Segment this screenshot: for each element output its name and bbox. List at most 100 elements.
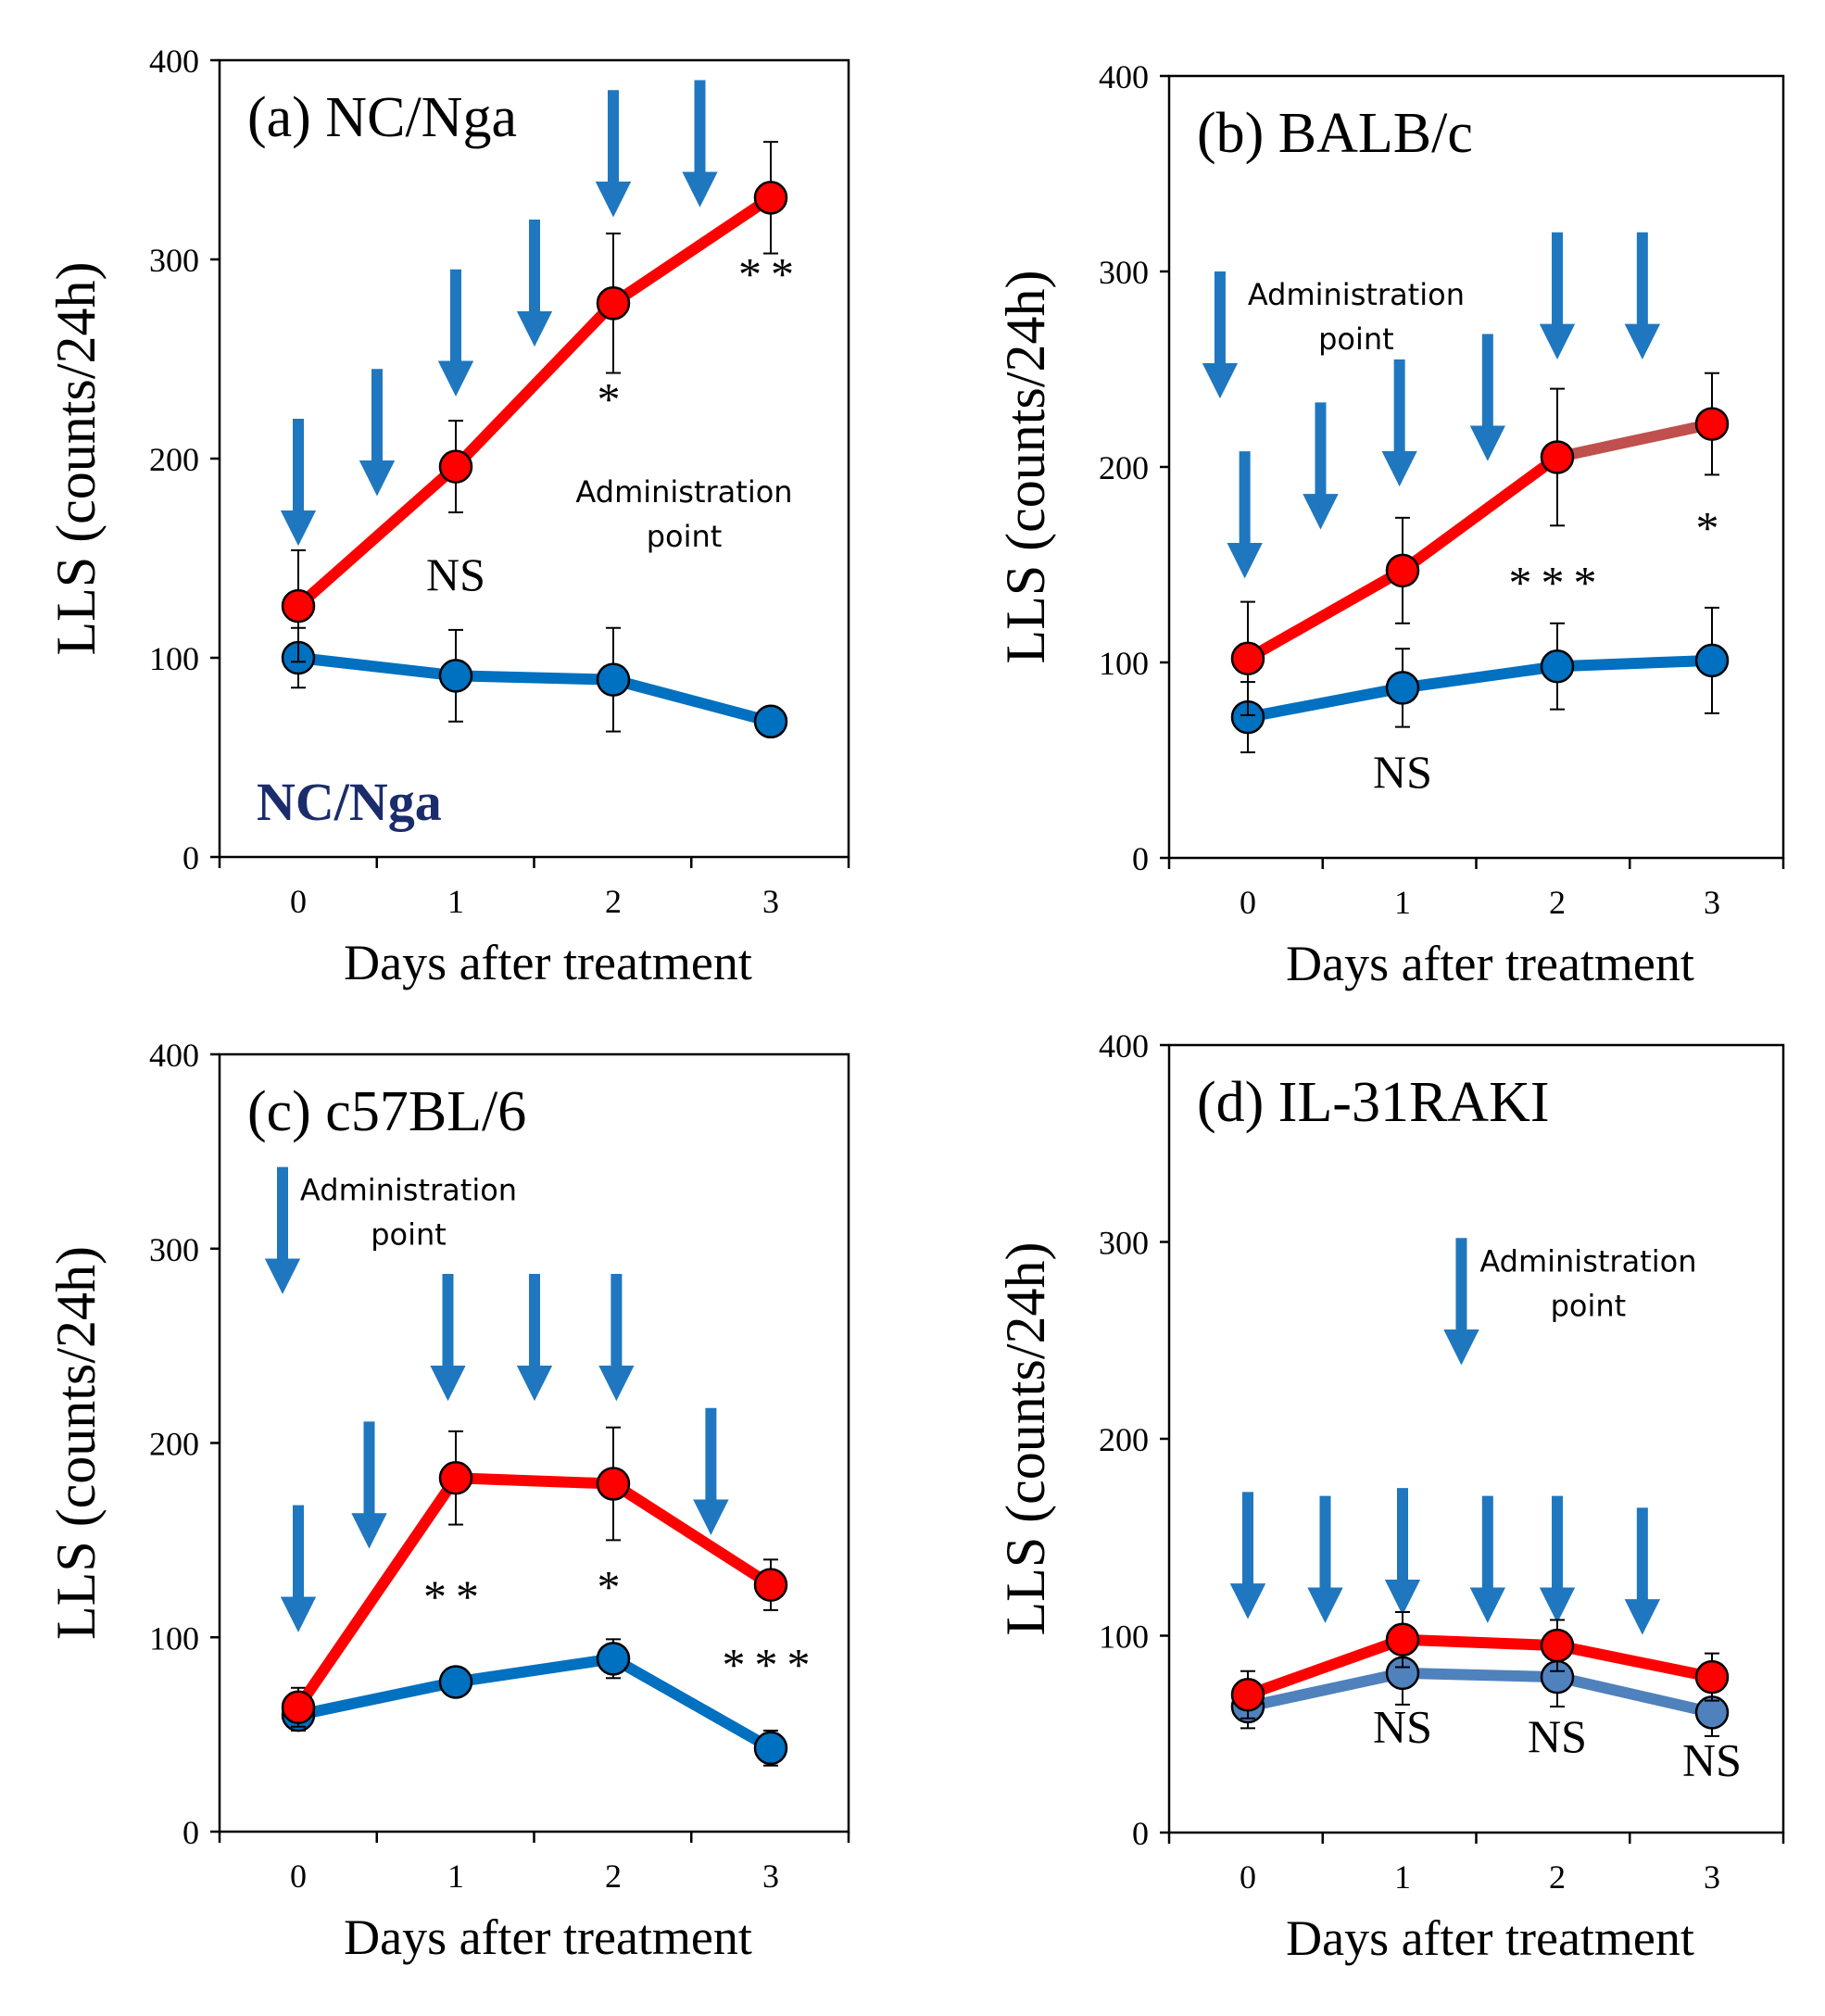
y-tick-label: 200 bbox=[1099, 449, 1149, 486]
y-tick-label: 0 bbox=[182, 839, 199, 876]
series-line-segment bbox=[1552, 1671, 1718, 1719]
series-line-segment bbox=[608, 192, 776, 309]
series-red bbox=[1230, 1611, 1730, 1720]
data-point bbox=[753, 704, 788, 739]
y-tick-label: 300 bbox=[1099, 254, 1149, 291]
significance-label: NS bbox=[426, 548, 485, 600]
data-point bbox=[1540, 649, 1575, 684]
data-point bbox=[281, 1690, 316, 1725]
series-blue bbox=[281, 626, 788, 739]
y-axis-label: LLS (counts/24h) bbox=[45, 1246, 107, 1640]
data-point bbox=[438, 1461, 473, 1495]
y-tick-label: 0 bbox=[182, 1814, 199, 1851]
data-point bbox=[753, 1568, 788, 1602]
y-tick-label: 100 bbox=[1099, 1619, 1149, 1656]
series-red bbox=[281, 141, 788, 663]
series-red bbox=[281, 1426, 788, 1728]
data-point bbox=[1694, 643, 1730, 678]
data-point bbox=[1540, 1628, 1575, 1663]
legend-label: Administration bbox=[1479, 1243, 1696, 1279]
y-tick-label: 400 bbox=[149, 43, 199, 80]
series-line-segment bbox=[293, 1472, 461, 1713]
panel-title: (b) BALB/c bbox=[1197, 102, 1473, 165]
panel-b: 0 100 200 300 400 0 1 2 3 Days after treatment LLS… bbox=[995, 58, 1785, 991]
data-point bbox=[596, 1467, 631, 1501]
x-axis-label: Days after treatment bbox=[344, 935, 752, 990]
x-tick-label: 1 bbox=[1394, 884, 1411, 921]
significance-label: NS bbox=[1373, 1700, 1432, 1752]
y-tick-label: 300 bbox=[149, 1231, 199, 1268]
x-axis-label: Days after treatment bbox=[1286, 936, 1694, 991]
data-point bbox=[753, 1731, 788, 1766]
significance-label: * bbox=[598, 373, 630, 425]
series-line-segment bbox=[450, 670, 619, 686]
panel-c: 0 100 200 300 400 0 1 2 3 Days after treatment LLS… bbox=[45, 1037, 850, 1965]
y-tick-label: 200 bbox=[149, 441, 199, 478]
series-line-segment bbox=[1242, 1633, 1408, 1701]
data-point bbox=[438, 449, 473, 484]
data-point bbox=[596, 286, 631, 321]
legend-label: point bbox=[647, 519, 723, 554]
y-tick-label: 400 bbox=[1099, 1027, 1149, 1065]
x-tick-label: 2 bbox=[605, 883, 622, 920]
x-tick-label: 3 bbox=[762, 883, 779, 920]
data-point bbox=[1385, 553, 1420, 588]
x-tick-label: 0 bbox=[1240, 884, 1256, 921]
series-line-segment bbox=[1552, 1640, 1718, 1683]
legend-label: Administration bbox=[1248, 277, 1465, 312]
data-point bbox=[1385, 1622, 1420, 1657]
y-tick-label: 100 bbox=[149, 1619, 199, 1657]
series-line-segment bbox=[1552, 418, 1718, 463]
series-line-segment bbox=[293, 460, 461, 612]
x-tick-label: 0 bbox=[1240, 1858, 1256, 1896]
y-tick-label: 400 bbox=[149, 1037, 199, 1074]
data-point bbox=[438, 1665, 473, 1699]
series-line-segment bbox=[1552, 654, 1718, 673]
series-line-segment bbox=[1397, 1633, 1563, 1652]
data-point bbox=[596, 1642, 631, 1676]
series-blue bbox=[1230, 1640, 1730, 1737]
data-point bbox=[1540, 440, 1575, 474]
data-point bbox=[438, 659, 473, 693]
x-axis-label: Days after treatment bbox=[1286, 1910, 1694, 1966]
x-tick-label: 2 bbox=[1549, 884, 1566, 921]
significance-label: ** bbox=[738, 247, 803, 299]
series-line-segment bbox=[1242, 564, 1408, 664]
plot-frame bbox=[218, 58, 850, 859]
legend-label: point bbox=[371, 1217, 447, 1253]
strain-label: NC/Nga bbox=[257, 772, 442, 832]
data-point bbox=[596, 662, 631, 697]
x-axis-label: Days after treatment bbox=[344, 1909, 752, 1965]
legend-label: Administration bbox=[300, 1173, 517, 1208]
x-tick-label: 2 bbox=[605, 1858, 622, 1895]
series-blue bbox=[1230, 606, 1730, 754]
series-line-segment bbox=[608, 1653, 776, 1754]
x-tick-label: 1 bbox=[447, 883, 464, 920]
panel-title: (d) IL-31RAKI bbox=[1197, 1071, 1550, 1134]
data-point bbox=[753, 181, 788, 215]
y-tick-label: 200 bbox=[149, 1426, 199, 1463]
series-line-segment bbox=[1397, 451, 1563, 576]
data-point bbox=[1694, 1659, 1730, 1695]
significance-label: ** bbox=[423, 1570, 488, 1622]
data-point bbox=[1230, 641, 1265, 676]
panel-title: (c) c57BL/6 bbox=[247, 1080, 526, 1143]
series-line-segment bbox=[608, 674, 776, 727]
y-tick-label: 300 bbox=[149, 242, 199, 279]
data-point bbox=[1694, 407, 1730, 441]
y-axis-label: LLS (counts/24h) bbox=[995, 1242, 1056, 1636]
y-tick-label: 400 bbox=[1099, 58, 1149, 95]
data-point bbox=[281, 588, 316, 624]
series-red bbox=[1230, 372, 1730, 716]
series-line-segment bbox=[1242, 682, 1408, 724]
series-line-segment bbox=[450, 1653, 619, 1688]
x-tick-label: 1 bbox=[447, 1858, 464, 1895]
series-blue bbox=[281, 1638, 788, 1767]
series-line-segment bbox=[1397, 661, 1563, 694]
significance-label: NS bbox=[1528, 1710, 1587, 1762]
x-tick-label: 0 bbox=[290, 883, 307, 920]
y-tick-label: 100 bbox=[1099, 645, 1149, 682]
data-point bbox=[1230, 1678, 1265, 1712]
significance-label: * bbox=[598, 1560, 630, 1612]
x-tick-label: 0 bbox=[290, 1858, 307, 1895]
